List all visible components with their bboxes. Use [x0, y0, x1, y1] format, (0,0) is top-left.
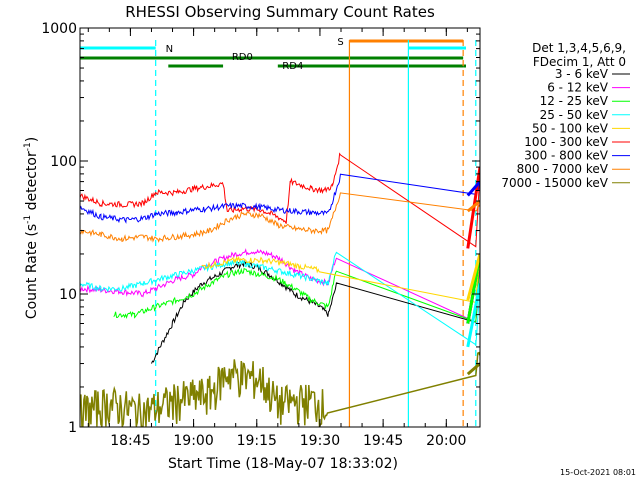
y-tick-label: 1000: [41, 21, 77, 37]
flag-bars: N S RD0 RD4: [79, 37, 466, 72]
legend-header-line-1: Det 1,3,4,5,6,9,: [532, 41, 626, 55]
legend-entry-label: 12 - 25 keV: [540, 94, 609, 108]
flag-label-rd0: RD0: [232, 52, 253, 63]
series-line: [151, 254, 480, 364]
y-axis-label: Count Rate (s-1 detector-1): [23, 137, 40, 319]
x-tick-label: 19:00: [173, 433, 213, 449]
legend-header-line-2: FDecim 1, Att 0: [533, 55, 626, 69]
flag-label-rd4: RD4: [282, 61, 303, 72]
chart-title: RHESSI Observing Summary Count Rates: [125, 3, 435, 21]
x-tick-label: 19:45: [363, 433, 403, 449]
legend-entry-label: 300 - 800 keV: [524, 149, 608, 163]
plot-frame: [79, 27, 481, 428]
series-end-segment: [466, 253, 480, 301]
series-line: [80, 351, 480, 427]
series-end-segment: [466, 180, 480, 197]
x-tick-label: 18:45: [110, 433, 150, 449]
x-tick-label: 20:00: [426, 433, 466, 449]
x-tick-label: 19:15: [237, 433, 277, 449]
legend-entry-label: 800 - 7000 keV: [517, 162, 609, 176]
generated-timestamp: 15-Oct-2021 08:01: [560, 468, 636, 477]
legend-entry-label: 50 - 100 keV: [532, 121, 609, 135]
flag-label-n: N: [166, 44, 173, 55]
y-tick-label: 10: [59, 287, 77, 303]
legend-entry-label: 3 - 6 keV: [555, 67, 609, 81]
series-end-segment: [466, 199, 480, 213]
axes: 18:45 19:00 19:15 19:30 19:45 20:00 1 10 100 1000: [41, 21, 480, 449]
series-group: [80, 152, 480, 427]
series-line: [80, 152, 480, 248]
series-line: [113, 257, 480, 323]
y-tick-label: 100: [50, 154, 77, 170]
legend-entry-label: 7000 - 15000 keV: [501, 176, 608, 190]
series-line: [80, 173, 480, 224]
legend: Det 1,3,4,5,6,9,FDecim 1, Att 03 - 6 keV…: [501, 41, 630, 190]
series-line: [80, 251, 480, 346]
y-tick-label: 1: [68, 420, 77, 436]
flag-transition-lines: [155, 40, 477, 427]
x-tick-label: 19:30: [300, 433, 340, 449]
series-line: [201, 255, 480, 303]
flag-label-s: S: [337, 37, 343, 48]
legend-entry-label: 6 - 12 keV: [547, 81, 609, 95]
series-end-segment: [466, 362, 480, 376]
x-axis-label: Start Time (18-May-07 18:33:02): [168, 456, 398, 472]
legend-entry-label: 100 - 300 keV: [524, 135, 608, 149]
legend-entry-label: 25 - 50 keV: [540, 108, 609, 122]
series-line: [80, 192, 480, 243]
